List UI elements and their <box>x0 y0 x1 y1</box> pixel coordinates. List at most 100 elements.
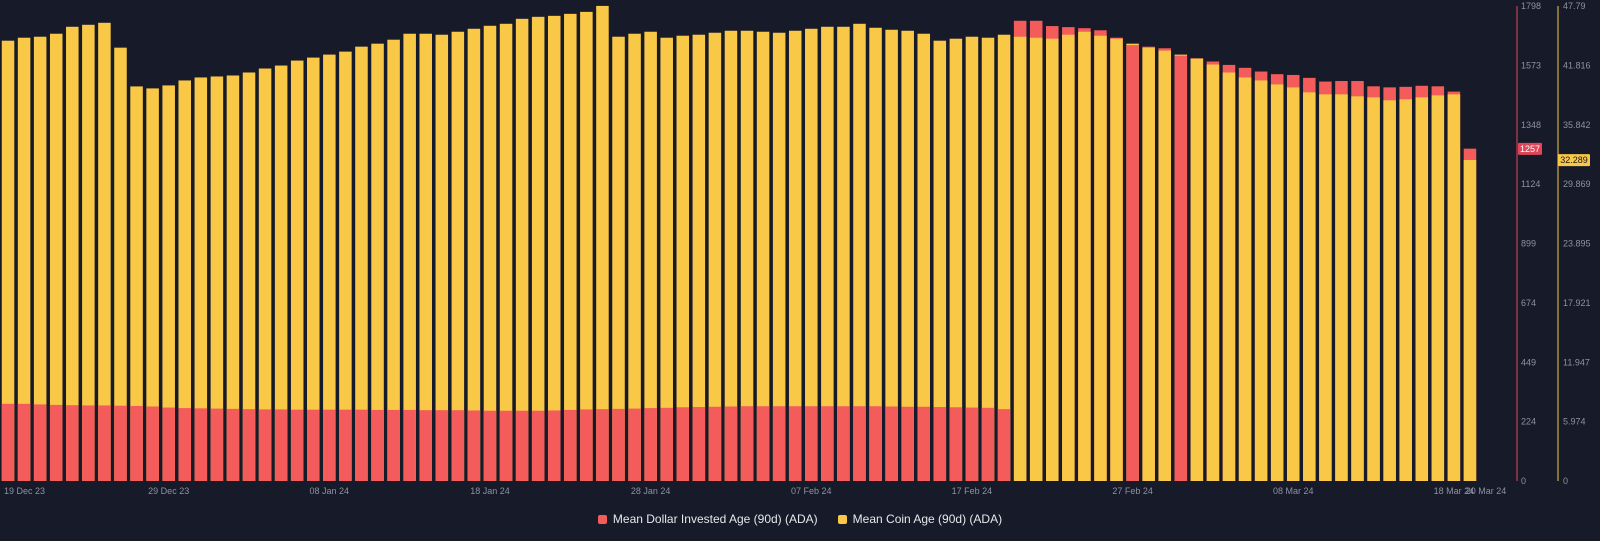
bar-coin-age <box>1190 58 1204 481</box>
bar-coin-age <box>997 34 1011 481</box>
bar-coin-age <box>98 22 111 482</box>
left-current-value-badge <box>1518 142 1542 155</box>
bar-coin-age <box>1029 37 1043 482</box>
bar-coin-age <box>1094 35 1107 481</box>
bar-dollar-age <box>515 410 529 481</box>
bar-coin-age <box>756 31 770 482</box>
bar-coin-age <box>1335 94 1348 482</box>
bar-coin-age <box>901 30 914 481</box>
bar-dollar-age <box>660 407 673 481</box>
bar-coin-age <box>1431 95 1445 481</box>
bar-coin-age <box>194 77 208 482</box>
bar-coin-age <box>1463 159 1477 481</box>
right-axis-tick-label: 23.895 <box>1563 239 1591 249</box>
bar-coin-age <box>467 28 481 481</box>
bar-coin-age <box>788 30 802 481</box>
bar-coin-age <box>564 13 577 481</box>
x-axis-tick-label: 08 Jan 24 <box>310 486 350 496</box>
bar-coin-age <box>419 33 432 481</box>
bar-coin-age <box>1254 80 1268 481</box>
bar-dollar-age <box>1126 45 1139 481</box>
bar-dollar-age <box>355 409 368 481</box>
left-current-value-label: 1257 <box>1520 144 1540 154</box>
bar-dollar-age <box>242 409 256 481</box>
bar-coin-age <box>1046 38 1059 481</box>
bar-coin-age <box>435 34 449 481</box>
bar-coin-age <box>676 35 690 481</box>
bar-coin-age <box>837 26 850 482</box>
right-axis-tick-label: 47.79 <box>1563 1 1586 11</box>
bar-dollar-age <box>837 406 850 481</box>
bar-dollar-age <box>226 408 240 481</box>
bar-coin-age <box>499 23 513 481</box>
bar-coin-age <box>1158 50 1171 481</box>
x-axis-tick-label: 28 Jan 24 <box>631 486 671 496</box>
bar-coin-age <box>821 26 834 482</box>
bar-coin-age <box>612 36 625 482</box>
left-axis-tick-label: 1124 <box>1521 179 1540 189</box>
bar-dollar-age <box>612 408 625 481</box>
chart-legend: Mean Dollar Invested Age (90d) (ADA) Mea… <box>0 512 1600 526</box>
left-axis-tick-label: 224 <box>1521 417 1536 427</box>
bar-coin-age <box>258 68 272 482</box>
bar-coin-age <box>146 88 159 482</box>
bar-coin-age <box>724 30 738 481</box>
left-axis-tick-label: 0 <box>1521 476 1526 486</box>
bar-coin-age <box>66 26 79 482</box>
bar-dollar-age <box>901 406 914 481</box>
bar-dollar-age <box>162 407 175 481</box>
left-axis-tick-label: 449 <box>1521 357 1536 367</box>
bar-dollar-age <box>788 406 802 481</box>
bar-dollar-age <box>339 409 352 481</box>
x-axis-tick-label: 19 Dec 23 <box>4 486 45 496</box>
x-axis-tick-label: 29 Dec 23 <box>148 486 189 496</box>
bar-coin-age <box>692 34 706 481</box>
bar-coin-age <box>981 37 995 482</box>
bar-dollar-age <box>772 406 786 481</box>
bar-dollar-age <box>997 409 1011 481</box>
bar-dollar-age <box>531 410 545 481</box>
bar-coin-age <box>1286 87 1300 482</box>
bar-coin-age <box>17 37 31 482</box>
bar-dollar-age <box>33 404 47 481</box>
bar-coin-age <box>130 86 143 481</box>
bar-dollar-age <box>628 408 641 481</box>
bar-coin-age <box>580 11 593 482</box>
right-current-value-label: 32.289 <box>1560 155 1588 165</box>
bar-coin-age <box>1062 34 1075 481</box>
bar-coin-age <box>355 46 368 482</box>
bar-dollar-age <box>805 406 818 481</box>
bar-dollar-age <box>66 405 79 481</box>
bar-dollar-age <box>483 410 497 481</box>
bar-dollar-age <box>724 406 738 481</box>
bar-coin-age <box>628 33 641 481</box>
bar-dollar-age <box>194 408 208 481</box>
bar-coin-age <box>933 40 947 481</box>
x-axis-tick-label: 17 Feb 24 <box>952 486 993 496</box>
bar-dollar-age <box>933 407 947 481</box>
bar-dollar-age <box>917 406 931 481</box>
bar-coin-age <box>226 75 240 481</box>
bar-dollar-age <box>82 405 95 481</box>
right-axis-tick-label: 41.816 <box>1563 60 1591 70</box>
bar-coin-age <box>178 80 192 481</box>
bar-coin-age <box>1013 36 1027 482</box>
legend-item-coin-age[interactable]: Mean Coin Age (90d) (ADA) <box>837 512 1002 526</box>
bar-dollar-age <box>949 407 963 481</box>
bar-coin-age <box>531 16 545 482</box>
left-axis-tick-label: 674 <box>1521 298 1536 308</box>
bar-coin-age <box>869 27 882 482</box>
x-axis-tick-label: 20 Mar 24 <box>1466 486 1507 496</box>
bar-dollar-age <box>17 403 31 481</box>
bar-coin-age <box>307 57 320 482</box>
bar-coin-age <box>547 15 561 482</box>
right-axis-tick-label: 17.921 <box>1563 298 1591 308</box>
legend-item-dollar-age[interactable]: Mean Dollar Invested Age (90d) (ADA) <box>597 512 818 526</box>
bar-coin-age <box>1351 96 1364 481</box>
bar-dollar-age <box>1 403 15 481</box>
left-axis-tick-label: 1348 <box>1521 120 1541 130</box>
x-axis-tick-label: 18 Mar 24 <box>1434 486 1475 496</box>
bar-coin-age <box>114 47 127 482</box>
bar-dollar-age <box>146 406 159 481</box>
bar-dollar-age <box>307 409 320 481</box>
